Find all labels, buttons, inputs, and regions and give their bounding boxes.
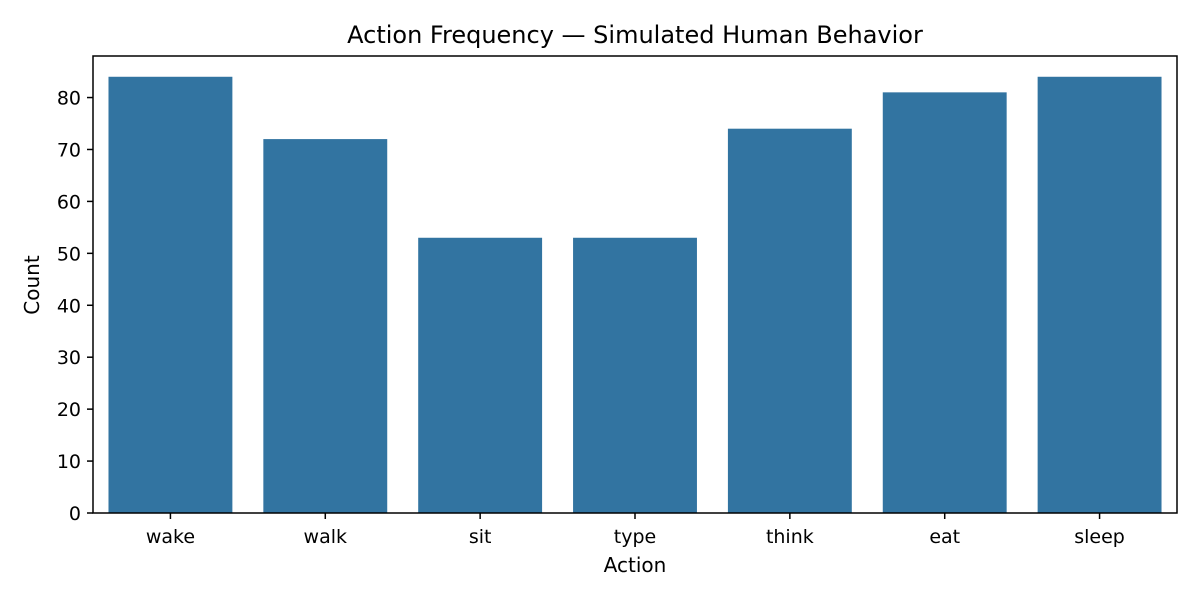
bar-sit	[418, 237, 543, 513]
bar-wake	[108, 76, 233, 514]
plot-frame	[92, 55, 1178, 514]
y-tick-label: 10	[57, 451, 81, 473]
y-axis-label: Count	[20, 255, 44, 315]
x-axis: wake walk sit type think eat sleep	[146, 513, 1125, 548]
bar-type	[573, 237, 697, 513]
bar-think	[727, 128, 852, 513]
x-tick-label-type: type	[614, 526, 656, 548]
bar-walk	[263, 139, 388, 513]
x-tick-label-sit: sit	[469, 526, 492, 548]
y-tick-label: 30	[57, 347, 81, 369]
x-tick-label-wake: wake	[146, 526, 195, 548]
x-tick-label-think: think	[766, 526, 814, 548]
y-tick-label: 0	[69, 503, 81, 525]
y-tick-label: 80	[57, 88, 81, 110]
bars-group	[108, 76, 1162, 514]
y-tick-label: 70	[57, 139, 81, 161]
chart-title: Action Frequency — Simulated Human Behav…	[347, 21, 923, 49]
y-tick-label: 50	[57, 243, 81, 265]
x-tick-label-eat: eat	[929, 526, 960, 548]
y-tick-label: 40	[57, 295, 81, 317]
x-tick-label-sleep: sleep	[1074, 526, 1125, 548]
x-tick-label-walk: walk	[304, 526, 347, 548]
y-tick-label: 20	[57, 399, 81, 421]
bar-eat	[882, 92, 1007, 513]
bar-sleep	[1037, 76, 1162, 514]
y-tick-label: 60	[57, 191, 81, 213]
y-axis: 0 10 20 30 40 50 60 70 80	[57, 88, 93, 525]
x-axis-label: Action	[604, 553, 667, 577]
